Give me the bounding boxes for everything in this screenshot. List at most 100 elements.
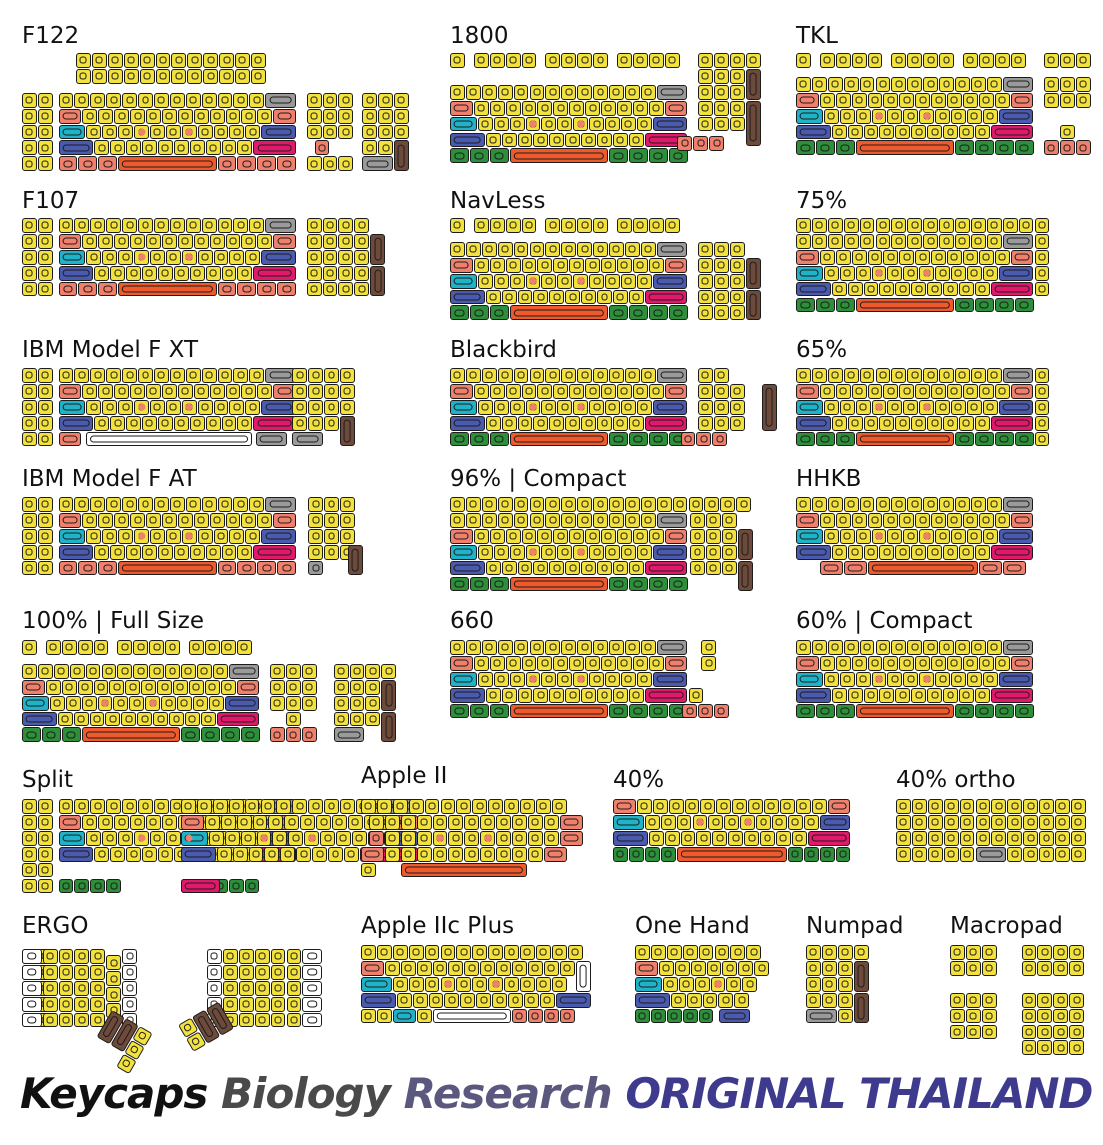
keycap [1034, 431, 1050, 447]
keycap [448, 830, 464, 846]
keycap [632, 257, 648, 273]
keycap [228, 878, 244, 894]
keycap [270, 1012, 286, 1028]
keycap [705, 544, 721, 560]
keycap [302, 996, 323, 1012]
keycap [541, 544, 557, 560]
keycap [835, 53, 851, 68]
keycap [891, 233, 907, 249]
keycap [249, 92, 265, 108]
keycap [698, 945, 714, 960]
keycap [713, 305, 729, 321]
keycap [569, 383, 585, 399]
keycap [237, 281, 257, 297]
keycap [285, 727, 301, 743]
keycap [700, 799, 716, 814]
keycap [37, 830, 53, 846]
keycap [153, 92, 169, 108]
keycap [975, 830, 991, 846]
keycap [314, 140, 330, 156]
keycap [915, 383, 931, 399]
keycap [726, 976, 742, 992]
keycap [157, 265, 173, 281]
keycap [101, 663, 117, 679]
keycap [895, 687, 911, 703]
keycap [986, 233, 1002, 249]
keycap [472, 945, 488, 960]
keycap [1014, 140, 1034, 156]
keycap [713, 241, 729, 257]
keycap [887, 399, 903, 415]
keycap [966, 399, 982, 415]
keycap [549, 415, 565, 431]
keycap [628, 415, 644, 431]
keycap [98, 156, 118, 172]
keycap [796, 687, 831, 703]
keycap [1010, 512, 1034, 528]
keycap [819, 560, 843, 576]
keycap [915, 655, 931, 671]
keycap [943, 281, 958, 297]
keycap [219, 68, 235, 84]
keycap [541, 671, 557, 687]
keycap [577, 241, 593, 257]
keycap [149, 399, 165, 415]
keycap [994, 53, 1010, 68]
keycap [589, 399, 605, 415]
keycap [1010, 249, 1034, 265]
keycap [509, 671, 525, 687]
keycap [22, 727, 41, 743]
keycap [811, 497, 827, 512]
keycap [851, 53, 867, 68]
keycap [867, 655, 883, 671]
keycap [450, 116, 477, 132]
keycap [450, 241, 465, 257]
keycap [58, 512, 82, 528]
keycap [855, 140, 954, 156]
keycap [593, 640, 608, 655]
keycap [362, 140, 378, 156]
keycap [161, 695, 177, 711]
keycap [612, 289, 628, 305]
keycap [713, 257, 729, 273]
keycap [285, 663, 301, 679]
keycap [740, 814, 756, 830]
keycap [205, 265, 221, 281]
keycap [821, 992, 837, 1008]
keycap [517, 132, 533, 148]
keycap [994, 297, 1014, 313]
keycap [270, 980, 286, 996]
keycap [217, 218, 233, 233]
keycap [696, 431, 712, 447]
keycap [636, 799, 652, 814]
keycap [114, 233, 130, 249]
keycap [887, 528, 903, 544]
keycap [729, 241, 745, 257]
keycap [107, 68, 123, 84]
keycap [664, 655, 688, 671]
keycap [903, 265, 919, 281]
keycap [200, 727, 220, 743]
keycap [965, 1024, 981, 1040]
keycap [796, 671, 823, 687]
keycap [308, 799, 324, 814]
keycap [853, 992, 869, 1024]
keycap [58, 814, 82, 830]
keycap [951, 399, 966, 415]
keycap [827, 368, 843, 383]
keycap [381, 711, 397, 743]
keycap [169, 92, 185, 108]
keycap [497, 640, 513, 655]
keycap [1034, 368, 1050, 383]
keycap [225, 108, 241, 124]
keycap [644, 415, 688, 431]
keycap [887, 108, 903, 124]
keycap [473, 53, 489, 68]
keycap [1044, 76, 1059, 92]
keycap [883, 655, 899, 671]
keycap [322, 92, 338, 108]
keycap [244, 799, 260, 814]
keycap [37, 108, 53, 124]
keycap [161, 108, 177, 124]
keycap [593, 84, 608, 100]
